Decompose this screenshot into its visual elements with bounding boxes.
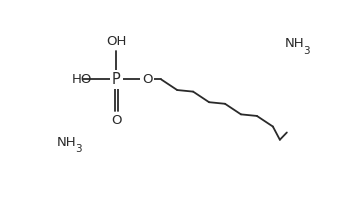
Text: P: P <box>112 72 121 87</box>
Text: O: O <box>111 115 122 127</box>
Text: NH: NH <box>284 37 304 50</box>
Text: O: O <box>142 73 152 86</box>
Text: 3: 3 <box>303 46 310 56</box>
Text: 3: 3 <box>75 144 82 155</box>
Text: OH: OH <box>106 35 127 48</box>
Text: HO: HO <box>72 73 92 86</box>
Text: NH: NH <box>56 136 76 149</box>
